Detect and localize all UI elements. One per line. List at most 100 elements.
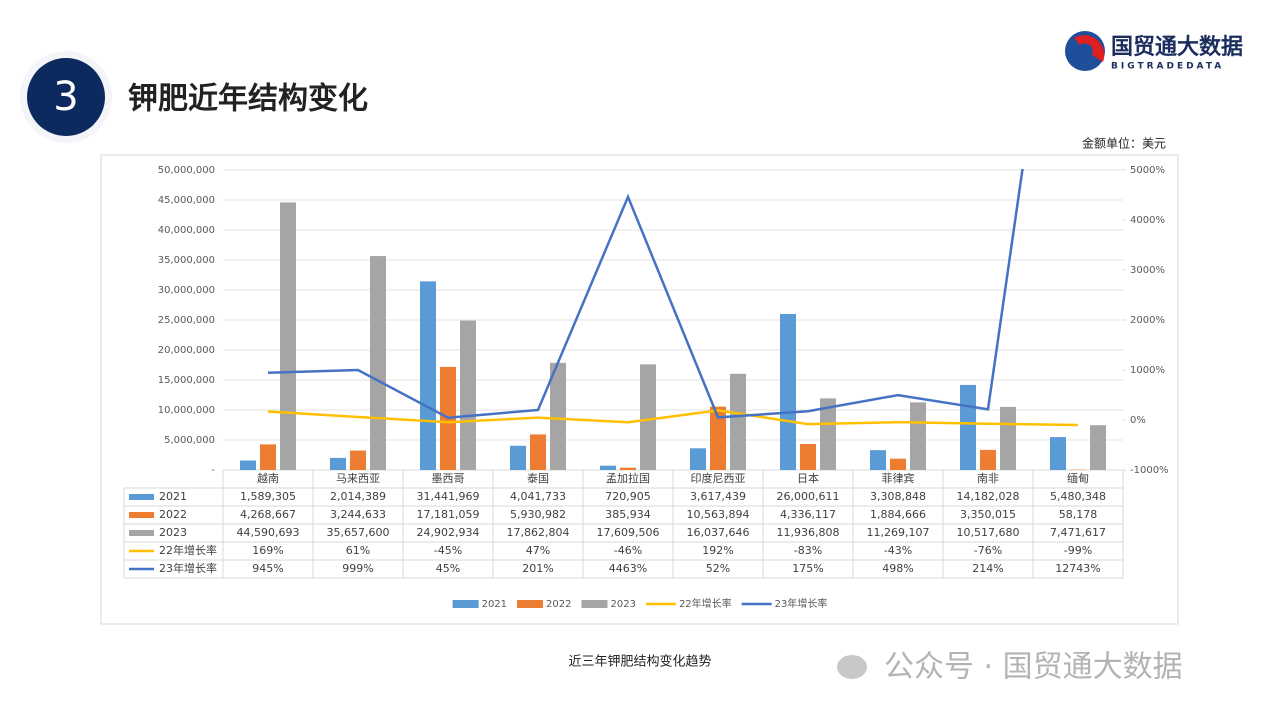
bar <box>1050 437 1066 470</box>
table-value: 52% <box>706 562 730 575</box>
table-value: 10,517,680 <box>957 526 1020 539</box>
logo-text: 国贸通大数据 <box>1111 34 1243 60</box>
x-tick-label: 缅甸 <box>1067 471 1089 485</box>
table-value: 5,480,348 <box>1050 490 1106 503</box>
table-value: 3,308,848 <box>870 490 926 503</box>
table-value: 4,336,117 <box>780 508 836 521</box>
bar <box>240 460 256 470</box>
table-value: 61% <box>346 544 370 557</box>
bar <box>260 444 276 470</box>
table-key <box>129 512 154 518</box>
unit-note: 金额单位：美元 <box>1082 136 1166 151</box>
table-value: 1,589,305 <box>240 490 296 503</box>
logo-subtext: BIGTRADEDATA <box>1111 62 1224 72</box>
table-value: -45% <box>434 544 462 557</box>
table-value: 11,269,107 <box>867 526 930 539</box>
table-value: 45% <box>436 562 460 575</box>
y-tick-label: 15,000,000 <box>158 375 215 386</box>
logo-icon-accent <box>1074 35 1105 62</box>
y2-tick-label: 5000% <box>1130 165 1165 176</box>
table-value: 31,441,969 <box>417 490 480 503</box>
plot: - 5,000,000 10,000,000 15,000,000 20,000,000… <box>123 165 1169 610</box>
y-tick-label: 25,000,000 <box>158 315 215 326</box>
legend-label: 2021 <box>482 599 507 610</box>
table-value: -99% <box>1064 544 1092 557</box>
y-tick-label: 10,000,000 <box>158 405 215 416</box>
bar <box>460 320 476 470</box>
y-tick-label: 20,000,000 <box>158 345 215 356</box>
slide-title: 钾肥近年结构变化 <box>128 82 368 117</box>
bar <box>330 457 346 470</box>
table-series-name: 2023 <box>159 526 187 539</box>
bar <box>690 448 706 470</box>
y-tick-label: - <box>211 465 215 476</box>
table-key <box>129 530 154 536</box>
legend-key <box>581 600 608 608</box>
table-value: 26,000,611 <box>777 490 840 503</box>
bar <box>980 449 996 470</box>
x-tick-label: 墨西哥 <box>432 472 465 485</box>
legend-label: 22年增长率 <box>679 597 732 610</box>
table-value: 945% <box>252 562 283 575</box>
table-value: 201% <box>522 562 553 575</box>
table-value: 1,884,666 <box>870 508 926 521</box>
table-value: 14,182,028 <box>957 490 1020 503</box>
x-tick-label: 越南 <box>257 471 279 485</box>
table-value: 7,471,617 <box>1050 526 1106 539</box>
y2-tick-label: 1000% <box>1130 365 1165 376</box>
watermark: 公众号 · 国贸通大数据 <box>884 650 1183 685</box>
bar <box>370 256 386 470</box>
table-value: 58,178 <box>1059 508 1098 521</box>
table-value: 2,014,389 <box>330 490 386 503</box>
table-value: 17,862,804 <box>507 526 570 539</box>
y-tick-label: 30,000,000 <box>158 285 215 296</box>
table-key <box>129 494 154 500</box>
table-value: 214% <box>972 562 1003 575</box>
table-value: 3,350,015 <box>960 508 1016 521</box>
y-tick-label: 40,000,000 <box>158 225 215 236</box>
legend-key <box>452 600 479 608</box>
table-value: 16,037,646 <box>687 526 750 539</box>
bar <box>640 364 656 470</box>
line-series <box>267 169 1024 420</box>
table-value: -76% <box>974 544 1002 557</box>
table-value: 12743% <box>1055 562 1100 575</box>
x-tick-label: 印度尼西亚 <box>691 471 746 485</box>
bar <box>550 362 566 470</box>
bar <box>730 373 746 470</box>
wechat-icon <box>837 655 867 679</box>
table-value: 10,563,894 <box>687 508 750 521</box>
table-value: 44,590,693 <box>237 526 300 539</box>
table-value: 4,041,733 <box>510 490 566 503</box>
y2-tick-label: 2000% <box>1130 315 1165 326</box>
legend-key <box>517 600 544 608</box>
table-value: 175% <box>792 562 823 575</box>
x-tick-label: 孟加拉国 <box>606 471 650 485</box>
y2-tick-label: 0% <box>1130 415 1146 426</box>
table-value: 35,657,600 <box>327 526 390 539</box>
bar <box>910 402 926 470</box>
legend-label: 23年增长率 <box>775 597 828 610</box>
y2-tick-label: 4000% <box>1130 215 1165 226</box>
bar <box>710 406 726 470</box>
table-value: 999% <box>342 562 373 575</box>
y2-tick-label: -1000% <box>1130 465 1169 476</box>
bar <box>890 458 906 470</box>
bar <box>800 443 816 470</box>
table-value: 17,181,059 <box>417 508 480 521</box>
table-value: 4463% <box>609 562 647 575</box>
y-tick-label: 35,000,000 <box>158 255 215 266</box>
legend: 2021 2022 2023 22年增长率 23年增长率 <box>452 597 828 610</box>
bar <box>1000 406 1016 470</box>
table-value: -83% <box>794 544 822 557</box>
table-series-name: 2021 <box>159 490 187 503</box>
table-value: 385,934 <box>605 508 651 521</box>
bar <box>960 384 976 470</box>
table-series-name: 22年增长率 <box>159 543 217 557</box>
bar <box>1090 425 1106 470</box>
line-series <box>267 409 1079 427</box>
bar <box>280 202 296 470</box>
table-value: 11,936,808 <box>777 526 840 539</box>
